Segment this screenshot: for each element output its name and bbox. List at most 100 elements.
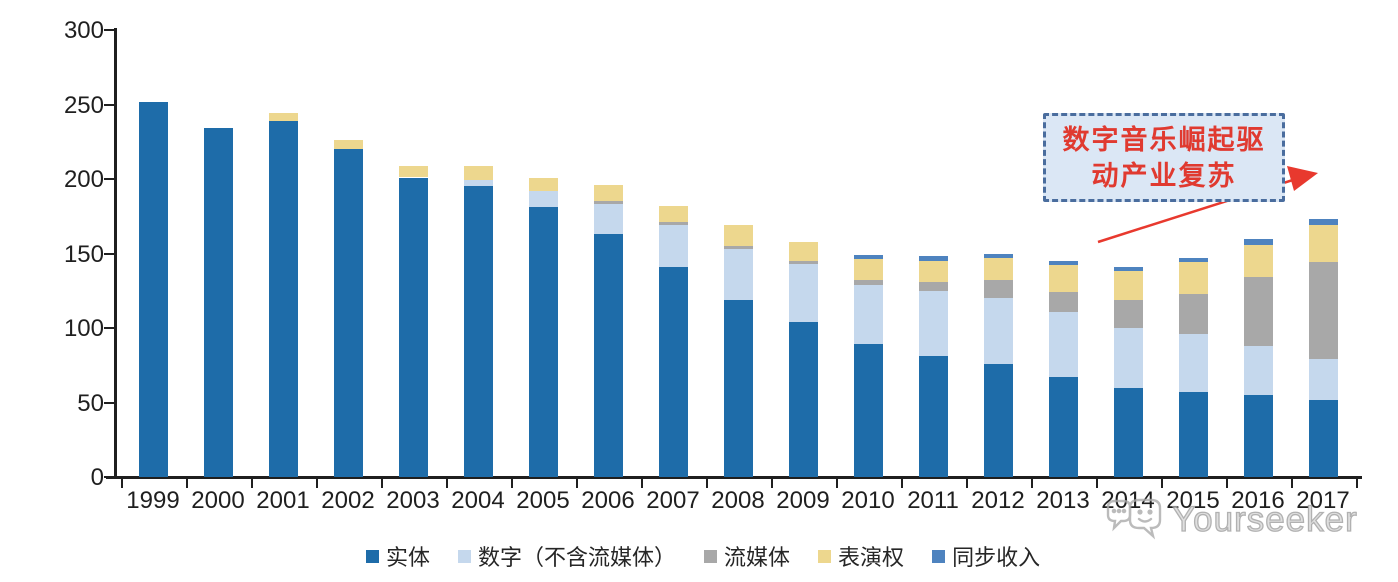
bar-segment-2016	[1243, 277, 1273, 346]
bar-segment-2006	[593, 184, 623, 202]
x-axis-tick	[250, 479, 253, 488]
bar-segment-2008	[723, 299, 753, 477]
y-tick-label: 150	[63, 240, 104, 268]
y-axis-line	[114, 28, 117, 478]
bar-segment-2007	[658, 266, 688, 477]
bar-segment-2006	[593, 201, 623, 205]
bar-segment-2011	[918, 290, 948, 357]
x-tick-label: 2009	[776, 487, 830, 514]
bar-segment-2017	[1308, 219, 1338, 226]
bar-segment-2011	[918, 260, 948, 282]
bar-segment-2010	[853, 344, 883, 477]
bar-segment-2004	[463, 186, 493, 477]
x-tick-label: 2001	[256, 487, 310, 514]
annotation-callout-box: 数字音乐崛起驱 动产业复苏	[1043, 113, 1285, 202]
legend-label: 同步收入	[952, 545, 1041, 570]
x-tick-label: 2008	[711, 487, 765, 514]
bar-segment-2007	[658, 225, 688, 267]
bar-segment-2003	[398, 177, 428, 477]
x-axis-tick	[120, 479, 123, 488]
bar-segment-2009	[788, 260, 818, 264]
bar-segment-2005	[528, 190, 558, 208]
y-tick-label: 200	[63, 166, 104, 193]
bar-segment-1999	[138, 101, 168, 477]
bar-segment-2014	[1113, 271, 1143, 300]
bar-segment-2014	[1113, 266, 1143, 272]
legend-label: 流媒体	[724, 545, 791, 570]
y-tick-label: 100	[63, 315, 104, 342]
bar-segment-2006	[593, 204, 623, 235]
annotation-text-line1: 数字音乐崛起驱	[1062, 124, 1266, 155]
bar-segment-2010	[853, 259, 883, 281]
bar-segment-2012	[983, 253, 1013, 258]
legend-swatch-icon	[818, 549, 832, 563]
bar-segment-2015	[1178, 262, 1208, 294]
bar-segment-2003	[398, 165, 428, 178]
x-axis-tick	[770, 479, 773, 488]
bar-segment-2017	[1308, 225, 1338, 263]
x-axis-tick	[1355, 479, 1358, 488]
bar-segment-2016	[1243, 395, 1273, 477]
x-axis-tick	[315, 479, 318, 488]
x-axis-tick	[900, 479, 903, 488]
x-tick-label: 2013	[1036, 487, 1090, 514]
bar-segment-2015	[1178, 392, 1208, 477]
bar-segment-2011	[918, 256, 948, 261]
x-tick-label: 2000	[191, 487, 245, 514]
bar-segment-2010	[853, 284, 883, 345]
x-tick-label: 2002	[321, 487, 375, 514]
bar-segment-2005	[528, 177, 558, 191]
bar-segment-2017	[1308, 359, 1338, 400]
bar-segment-2008	[723, 249, 753, 300]
x-axis-tick	[1030, 479, 1033, 488]
x-axis-tick	[640, 479, 643, 488]
bar-segment-2007	[658, 222, 688, 226]
y-tick-label: 250	[63, 91, 104, 119]
bar-segment-2016	[1243, 238, 1273, 245]
y-tick-label: 50	[77, 389, 104, 417]
y-axis-tick	[104, 252, 114, 255]
y-axis-tick	[104, 103, 114, 106]
legend-item: 实体	[366, 540, 430, 572]
chart-legend: 实体 数字（不含流媒体） 流媒体 表演权 同步收入	[366, 540, 1040, 572]
x-tick-label: 1999	[126, 487, 180, 514]
bar-segment-2013	[1048, 311, 1078, 378]
bar-segment-2014	[1113, 299, 1143, 328]
legend-label: 实体	[386, 545, 431, 570]
bar-segment-2004	[463, 180, 493, 187]
x-tick-label: 2016	[1231, 487, 1285, 514]
bar-segment-2005	[528, 207, 558, 477]
x-axis-tick	[510, 479, 513, 488]
x-axis-tick	[835, 479, 838, 488]
x-tick-label: 2007	[646, 487, 700, 514]
bar-segment-2009	[788, 322, 818, 477]
bar-segment-2012	[983, 363, 1013, 477]
bar-segment-2006	[593, 234, 623, 477]
legend-swatch-icon	[366, 549, 379, 563]
x-axis-tick	[185, 479, 188, 488]
y-tick-label: 300	[63, 17, 104, 44]
x-tick-label: 2003	[386, 487, 440, 514]
y-axis-tick	[104, 327, 114, 329]
y-tick-label: 0	[90, 464, 104, 491]
x-axis-line	[106, 476, 1362, 479]
bar-segment-2010	[853, 254, 883, 260]
legend-item: 数字（不含流媒体）	[458, 540, 676, 572]
bar-segment-2004	[463, 165, 493, 181]
legend-swatch-icon	[458, 549, 472, 563]
x-tick-label: 2012	[971, 487, 1025, 514]
bar-segment-2011	[918, 281, 948, 291]
x-axis-tick	[705, 479, 708, 488]
bar-segment-2016	[1243, 345, 1273, 396]
y-axis-tick	[104, 476, 114, 478]
bar-segment-2001	[268, 120, 298, 477]
bar-segment-2015	[1178, 333, 1208, 393]
bar-segment-2008	[723, 246, 753, 250]
y-axis-tick	[104, 178, 114, 180]
x-tick-label: 2010	[841, 487, 895, 514]
bar-segment-2013	[1048, 260, 1078, 266]
bar-segment-2013	[1048, 292, 1078, 312]
x-axis-tick	[380, 479, 383, 488]
bar-segment-2009	[788, 241, 818, 261]
